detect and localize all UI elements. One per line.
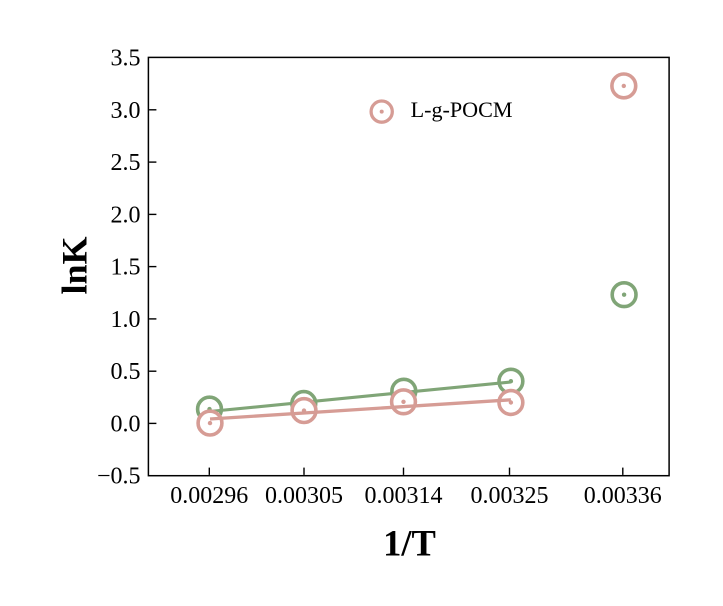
svg-text:−0.5: −0.5 — [97, 464, 141, 490]
svg-text:3.0: 3.0 — [111, 98, 141, 124]
svg-text:lnK: lnK — [54, 236, 94, 294]
svg-text:1.5: 1.5 — [111, 255, 141, 281]
svg-text:1.0: 1.0 — [111, 307, 141, 333]
svg-text:0.00325: 0.00325 — [471, 483, 549, 509]
svg-text:0.00305: 0.00305 — [265, 483, 343, 509]
svg-text:0.00296: 0.00296 — [170, 483, 248, 509]
svg-text:2.0: 2.0 — [111, 202, 141, 228]
svg-text:0.00314: 0.00314 — [365, 483, 443, 509]
svg-text:0.5: 0.5 — [111, 359, 141, 385]
svg-text:L-g-POCM: L-g-POCM — [411, 97, 513, 122]
svg-text:0.00336: 0.00336 — [584, 483, 662, 509]
svg-text:0.0: 0.0 — [111, 411, 141, 437]
svg-text:1/T: 1/T — [383, 522, 436, 563]
svg-text:3.5: 3.5 — [111, 46, 141, 72]
svg-text:2.5: 2.5 — [111, 150, 141, 176]
